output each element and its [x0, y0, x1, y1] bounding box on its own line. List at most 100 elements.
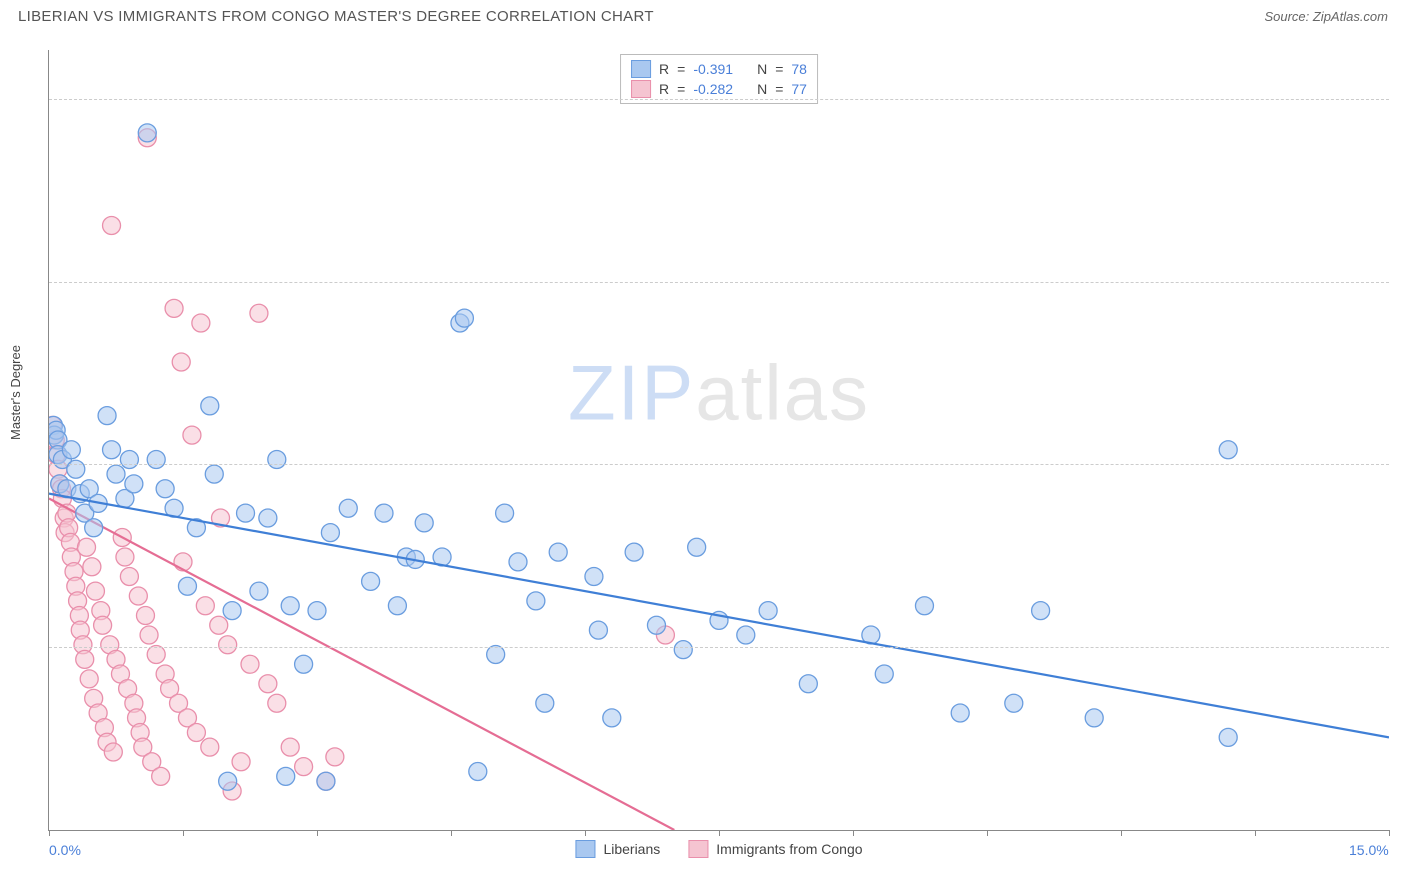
scatter-point-pink [187, 724, 205, 742]
scatter-point-blue [487, 646, 505, 664]
scatter-point-blue [98, 407, 116, 425]
scatter-point-pink [71, 621, 89, 639]
swatch-pink-2 [688, 840, 708, 858]
scatter-point-blue [549, 543, 567, 561]
scatter-point-blue [397, 548, 415, 566]
scatter-point-blue [80, 480, 98, 498]
scatter-point-blue [58, 480, 76, 498]
scatter-point-pink [49, 446, 65, 464]
swatch-pink [631, 80, 651, 98]
legend-eq3: = [677, 81, 685, 97]
scatter-point-blue [250, 582, 268, 600]
scatter-point-pink [83, 558, 101, 576]
scatter-point-pink [107, 650, 125, 668]
scatter-point-pink [89, 704, 107, 722]
scatter-point-blue [1219, 441, 1237, 459]
scatter-point-blue [799, 675, 817, 693]
scatter-point-pink [119, 680, 137, 698]
gridline: 22.5% [49, 282, 1389, 283]
scatter-point-blue [509, 553, 527, 571]
legend-pink-r: -0.282 [693, 81, 733, 97]
scatter-point-pink [120, 568, 138, 586]
scatter-point-blue [951, 704, 969, 722]
scatter-point-blue [737, 626, 755, 644]
chart-svg-layer [49, 50, 1389, 830]
scatter-point-blue [585, 568, 603, 586]
scatter-point-blue [116, 490, 134, 508]
legend-blue-r: -0.391 [693, 61, 733, 77]
scatter-point-pink [69, 592, 87, 610]
scatter-point-pink [295, 758, 313, 776]
scatter-point-pink [86, 582, 104, 600]
scatter-point-pink [161, 680, 179, 698]
x-axis-label: 0.0% [49, 842, 81, 858]
scatter-point-blue [433, 548, 451, 566]
scatter-point-blue [321, 524, 339, 542]
scatter-point-blue [277, 767, 295, 785]
scatter-point-blue [138, 124, 156, 142]
legend-eq2: = [775, 61, 783, 77]
scatter-point-pink [116, 548, 134, 566]
watermark-zip: ZIP [568, 349, 695, 437]
scatter-point-pink [98, 733, 116, 751]
scatter-point-blue [455, 309, 473, 327]
scatter-point-blue [688, 538, 706, 556]
scatter-point-pink [174, 553, 192, 571]
scatter-point-blue [469, 763, 487, 781]
gridline: 30.0% [49, 99, 1389, 100]
scatter-point-blue [205, 465, 223, 483]
chart-header: LIBERIAN VS IMMIGRANTS FROM CONGO MASTER… [0, 0, 1406, 29]
legend-eq: = [677, 61, 685, 77]
scatter-point-pink [101, 636, 119, 654]
scatter-point-pink [140, 626, 158, 644]
scatter-point-pink [61, 533, 79, 551]
scatter-point-pink [49, 416, 62, 434]
legend-label-liberians: Liberians [603, 841, 660, 857]
scatter-point-blue [1032, 602, 1050, 620]
scatter-point-pink [172, 353, 190, 371]
source-label: Source: [1264, 9, 1312, 24]
scatter-point-blue [67, 460, 85, 478]
scatter-point-pink [49, 431, 64, 449]
scatter-point-blue [375, 504, 393, 522]
scatter-point-pink [152, 767, 170, 785]
scatter-point-blue [295, 655, 313, 673]
swatch-blue-2 [575, 840, 595, 858]
legend-n-label2: N [757, 81, 767, 97]
scatter-point-pink [326, 748, 344, 766]
legend-row-blue: R = -0.391 N = 78 [631, 59, 807, 79]
scatter-point-blue [165, 499, 183, 517]
scatter-point-pink [232, 753, 250, 771]
scatter-point-blue [223, 602, 241, 620]
scatter-point-pink [250, 304, 268, 322]
scatter-point-pink [62, 548, 80, 566]
scatter-point-pink [92, 602, 110, 620]
scatter-point-blue [281, 597, 299, 615]
gridline: 7.5% [49, 647, 1389, 648]
scatter-point-pink [178, 709, 196, 727]
x-axis-label: 15.0% [1349, 842, 1389, 858]
scatter-point-blue [759, 602, 777, 620]
scatter-point-blue [49, 446, 67, 464]
scatter-point-pink [76, 650, 94, 668]
legend-eq4: = [775, 81, 783, 97]
scatter-point-blue [85, 519, 103, 537]
scatter-point-blue [49, 431, 67, 449]
scatter-point-blue [496, 504, 514, 522]
scatter-point-blue [647, 616, 665, 634]
scatter-point-blue [62, 441, 80, 459]
scatter-point-blue [603, 709, 621, 727]
scatter-point-pink [165, 299, 183, 317]
scatter-point-pink [103, 217, 121, 235]
scatter-point-pink [78, 538, 96, 556]
scatter-point-pink [125, 694, 143, 712]
scatter-point-pink [196, 597, 214, 615]
scatter-point-pink [70, 607, 88, 625]
scatter-point-blue [107, 465, 125, 483]
legend-label-congo: Immigrants from Congo [716, 841, 862, 857]
scatter-point-pink [192, 314, 210, 332]
scatter-point-pink [53, 490, 71, 508]
scatter-point-blue [49, 416, 62, 434]
scatter-point-pink [656, 626, 674, 644]
scatter-point-pink [156, 665, 174, 683]
